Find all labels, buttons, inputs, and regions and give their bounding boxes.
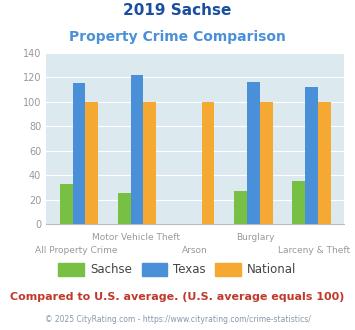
- Text: All Property Crime: All Property Crime: [35, 246, 117, 255]
- Text: Arson: Arson: [182, 246, 208, 255]
- Bar: [60, 184, 72, 224]
- Bar: [202, 102, 214, 224]
- Text: Larceny & Theft: Larceny & Theft: [278, 246, 351, 255]
- Bar: [118, 192, 131, 224]
- Bar: [318, 102, 331, 224]
- Legend: Sachse, Texas, National: Sachse, Texas, National: [54, 258, 301, 281]
- Bar: [305, 87, 318, 224]
- Bar: [72, 83, 85, 224]
- Text: Motor Vehicle Theft: Motor Vehicle Theft: [92, 233, 180, 242]
- Text: 2019 Sachse: 2019 Sachse: [123, 3, 232, 18]
- Bar: [247, 82, 260, 224]
- Text: Burglary: Burglary: [236, 233, 274, 242]
- Bar: [293, 182, 305, 224]
- Bar: [143, 102, 156, 224]
- Bar: [234, 191, 247, 224]
- Text: Property Crime Comparison: Property Crime Comparison: [69, 30, 286, 44]
- Bar: [85, 102, 98, 224]
- Text: © 2025 CityRating.com - https://www.cityrating.com/crime-statistics/: © 2025 CityRating.com - https://www.city…: [45, 315, 310, 324]
- Bar: [131, 75, 143, 224]
- Bar: [260, 102, 273, 224]
- Text: Compared to U.S. average. (U.S. average equals 100): Compared to U.S. average. (U.S. average …: [10, 292, 345, 302]
